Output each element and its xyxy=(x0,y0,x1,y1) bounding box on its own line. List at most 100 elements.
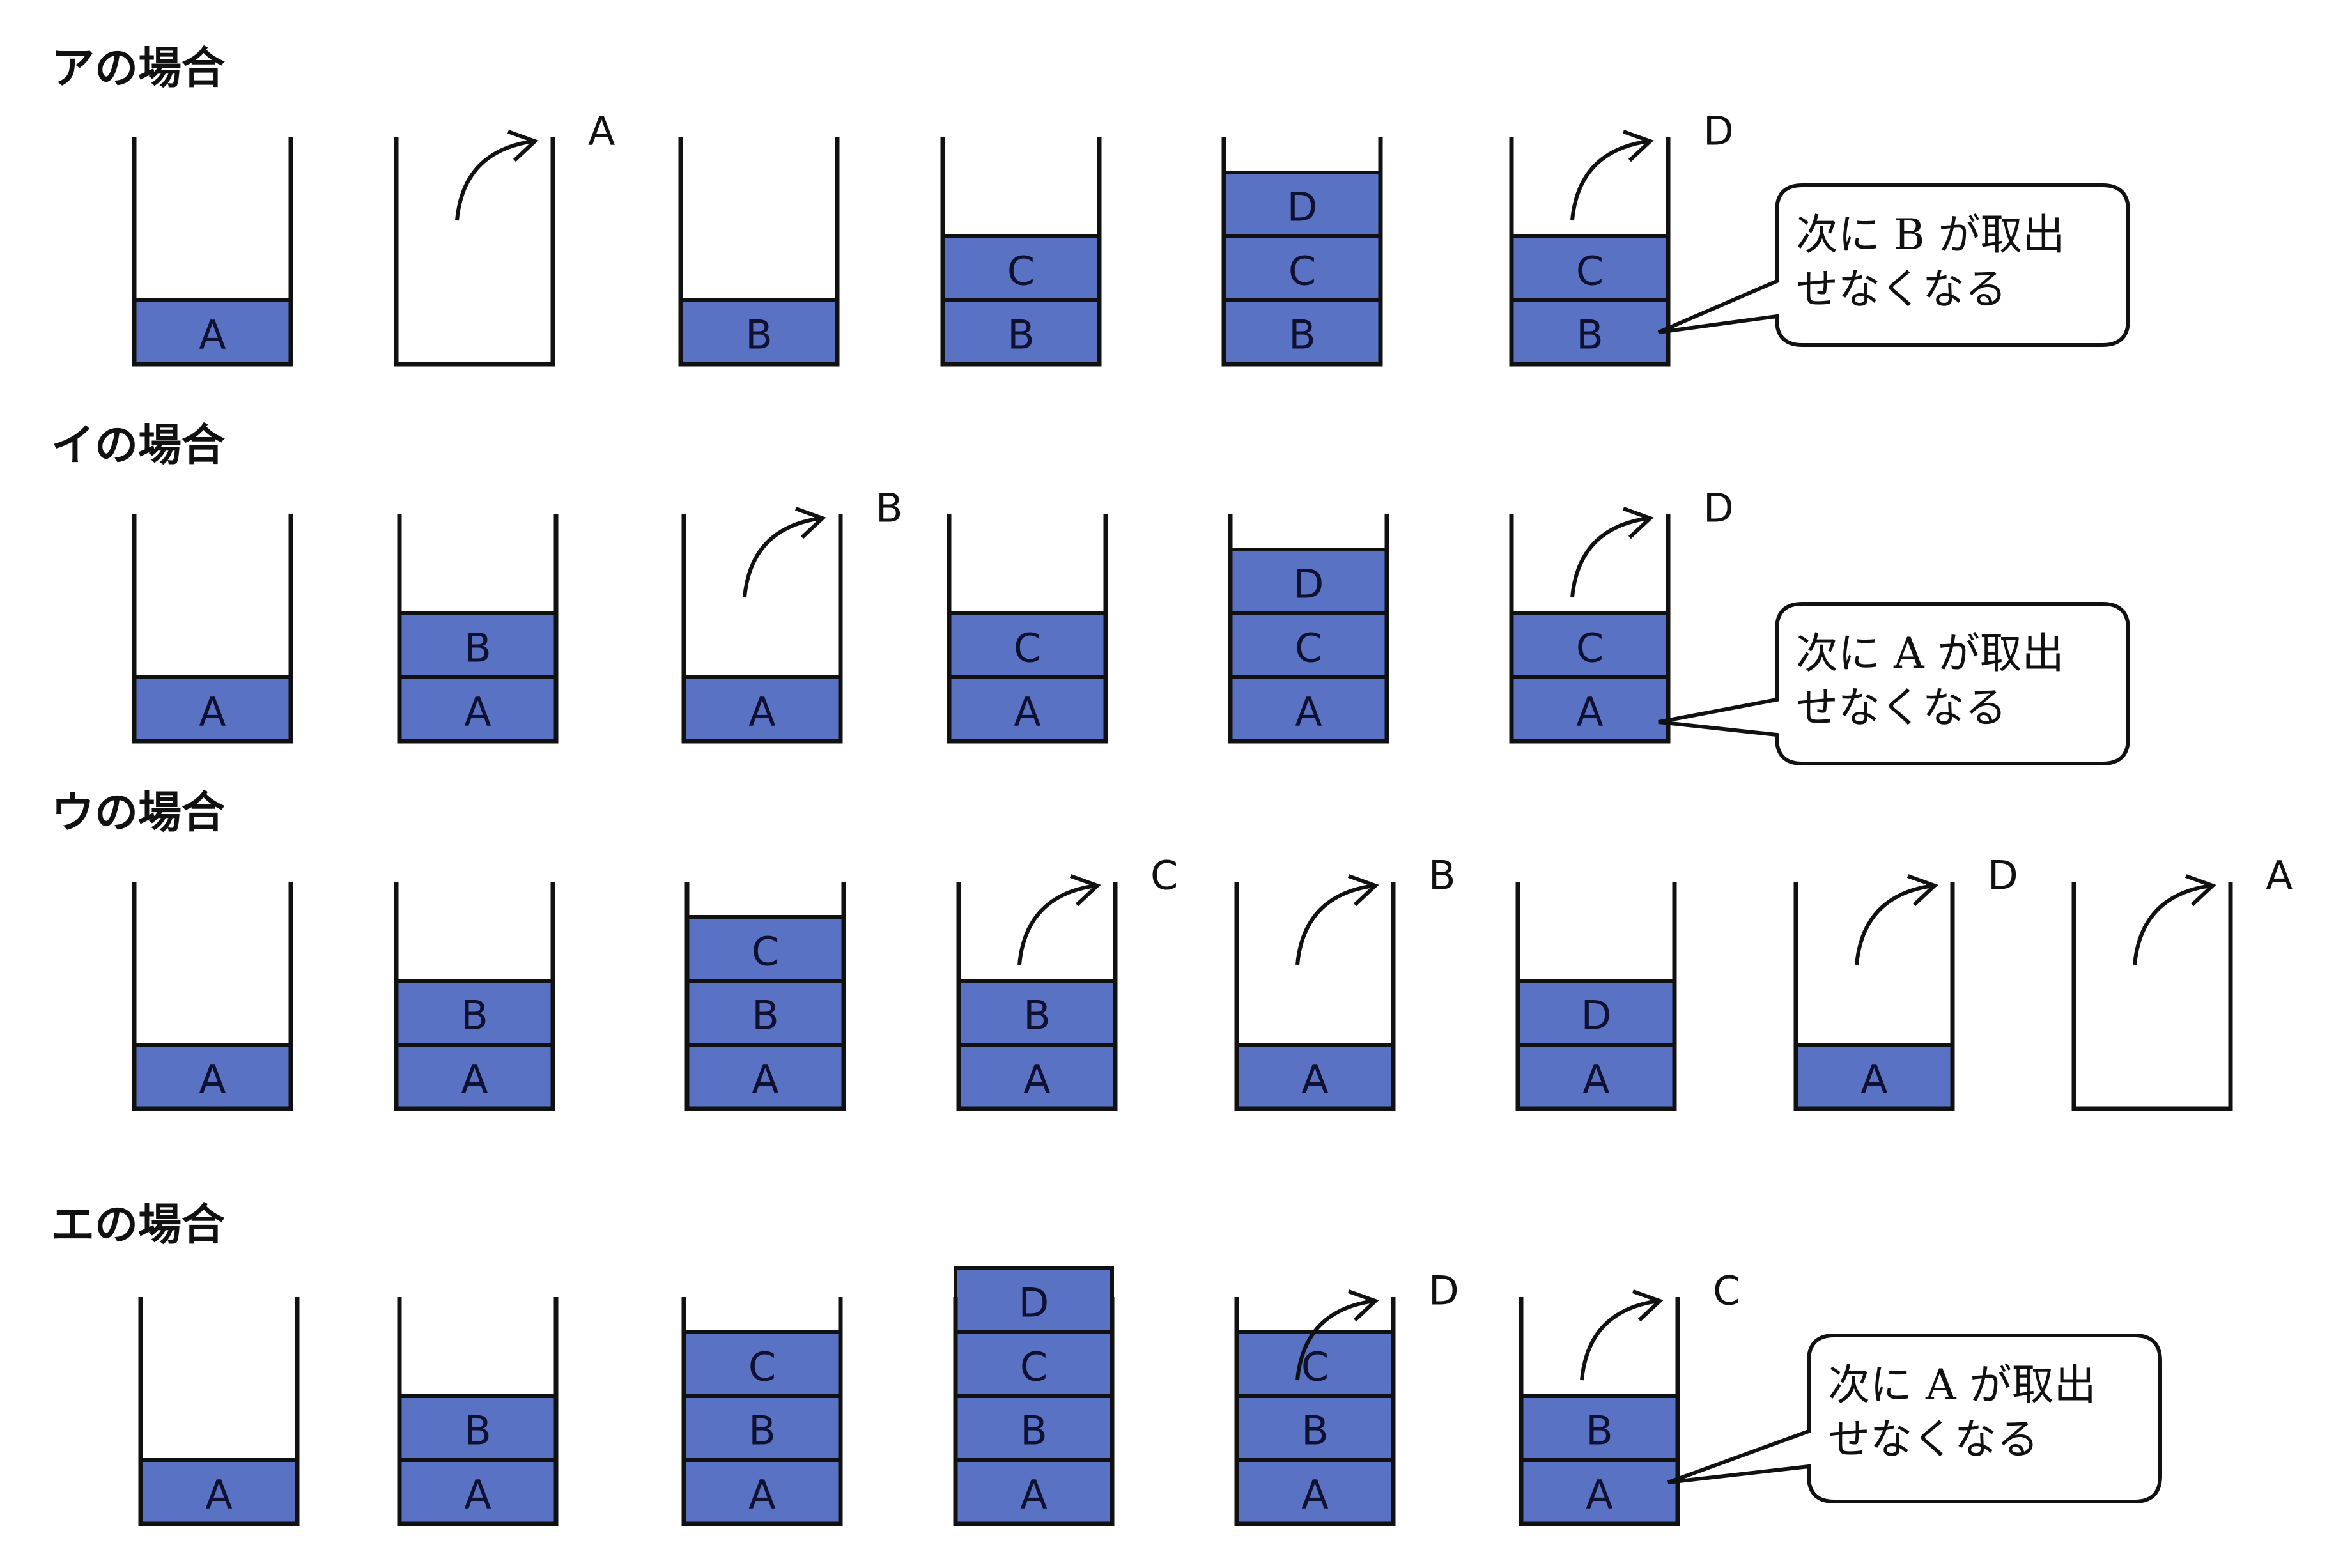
stack-container: A xyxy=(394,108,615,367)
note-line-2: せなくなる xyxy=(1796,265,2007,314)
stack-container: AD xyxy=(1515,882,1677,1111)
stack-block xyxy=(682,1458,842,1526)
pop-label: C xyxy=(1150,852,1178,899)
block-label: A xyxy=(205,1472,232,1518)
block-label: A xyxy=(1023,1056,1050,1103)
block-label: C xyxy=(1014,625,1041,672)
stack-container: AD xyxy=(1793,852,2018,1111)
container-outline xyxy=(956,882,1118,1111)
stack-container: AC xyxy=(947,514,1108,744)
container-outline xyxy=(1509,514,1671,744)
container-outline xyxy=(2071,882,2233,1111)
container-outline xyxy=(1793,882,1955,1111)
block-label: A xyxy=(1582,1056,1609,1103)
block-label: A xyxy=(1020,1472,1047,1518)
container-outline xyxy=(947,514,1108,744)
stack-block xyxy=(1516,1043,1676,1111)
pop-label: D xyxy=(1988,852,2018,899)
stack-container: A xyxy=(132,882,293,1111)
pop-arrow-head xyxy=(1632,1289,1664,1322)
stack-block xyxy=(682,1394,842,1462)
block-label: A xyxy=(199,1056,226,1103)
stack-block xyxy=(1222,234,1382,302)
note-line-2: せなくなる xyxy=(1796,683,2007,732)
pop-label: D xyxy=(1703,485,1734,532)
pop-arrow-head xyxy=(1622,507,1654,539)
container-outline xyxy=(678,137,840,367)
block-label: D xyxy=(1287,184,1318,231)
container-outline xyxy=(397,514,559,744)
block-label: B xyxy=(748,1408,776,1454)
note-line-1: 次に B が取出 xyxy=(1796,210,2064,259)
block-label: A xyxy=(1301,1472,1328,1518)
stack-block xyxy=(1519,1394,1680,1462)
container-outline xyxy=(953,1297,1115,1526)
container-outline xyxy=(1228,514,1389,744)
container-outline xyxy=(684,882,846,1111)
pop-arrow-head xyxy=(2184,874,2216,907)
stack-container: AB C xyxy=(956,852,1178,1111)
block-label: B xyxy=(1288,312,1316,358)
stack-container: AB xyxy=(681,485,903,744)
container-outline xyxy=(132,882,293,1111)
block-label: B xyxy=(745,312,773,358)
container-outline xyxy=(940,137,1102,367)
block-label: C xyxy=(1576,248,1604,295)
stack-container: ACD xyxy=(1228,514,1389,744)
block-label: B xyxy=(1023,992,1051,1039)
block-label: C xyxy=(1576,625,1604,672)
stack-container: ABC xyxy=(684,882,846,1111)
container-outline xyxy=(681,514,843,744)
row-title: エの場合 xyxy=(51,1200,225,1250)
block-label: A xyxy=(748,1472,775,1518)
container-outline xyxy=(1221,137,1383,367)
block-label: B xyxy=(1007,312,1035,358)
pop-arrow xyxy=(1580,1299,1659,1381)
block-label: A xyxy=(1576,689,1603,735)
container-outline xyxy=(394,137,555,367)
block-label: A xyxy=(199,689,226,735)
pop-arrow xyxy=(743,516,822,598)
container-outline xyxy=(394,882,555,1111)
stack-block xyxy=(954,1330,1114,1398)
block-label: D xyxy=(1019,1280,1049,1326)
stack-block xyxy=(1510,234,1670,302)
container-outline xyxy=(132,137,293,367)
block-label: A xyxy=(1301,1056,1328,1103)
stack-container: AB xyxy=(394,882,555,1111)
pop-arrow xyxy=(1855,884,1934,965)
block-label: B xyxy=(1586,1408,1613,1454)
stack-container: AB xyxy=(397,1297,559,1526)
container-outline xyxy=(1234,882,1396,1111)
pop-label: B xyxy=(876,485,903,532)
pop-arrow-head xyxy=(794,507,826,539)
block-label: C xyxy=(1288,248,1316,295)
note-line-2: せなくなる xyxy=(1828,1415,2039,1464)
block-label: B xyxy=(461,992,488,1039)
stack-block xyxy=(394,979,555,1047)
pop-arrow-head xyxy=(1347,874,1379,907)
stack-block xyxy=(1510,611,1670,679)
block-label: B xyxy=(464,1408,491,1454)
container-outline xyxy=(1234,1297,1396,1526)
row-title: アの場合 xyxy=(51,43,225,94)
pop-label: A xyxy=(588,108,615,155)
stack-container: B xyxy=(678,137,840,367)
block-label: A xyxy=(752,1056,778,1103)
block-label: B xyxy=(752,992,779,1039)
callout-bubble xyxy=(1658,602,2130,765)
block-label: C xyxy=(748,1344,776,1390)
block-label: A xyxy=(1586,1472,1612,1518)
block-label: A xyxy=(461,1056,488,1103)
note-line-1: 次に A が取出 xyxy=(1828,1360,2096,1410)
pop-arrow xyxy=(1570,139,1650,221)
stack-container: A xyxy=(2071,852,2293,1111)
container-outline xyxy=(138,1297,300,1526)
pop-arrow xyxy=(2133,884,2212,965)
container-outline xyxy=(681,1297,843,1526)
pop-label: C xyxy=(1713,1268,1740,1314)
